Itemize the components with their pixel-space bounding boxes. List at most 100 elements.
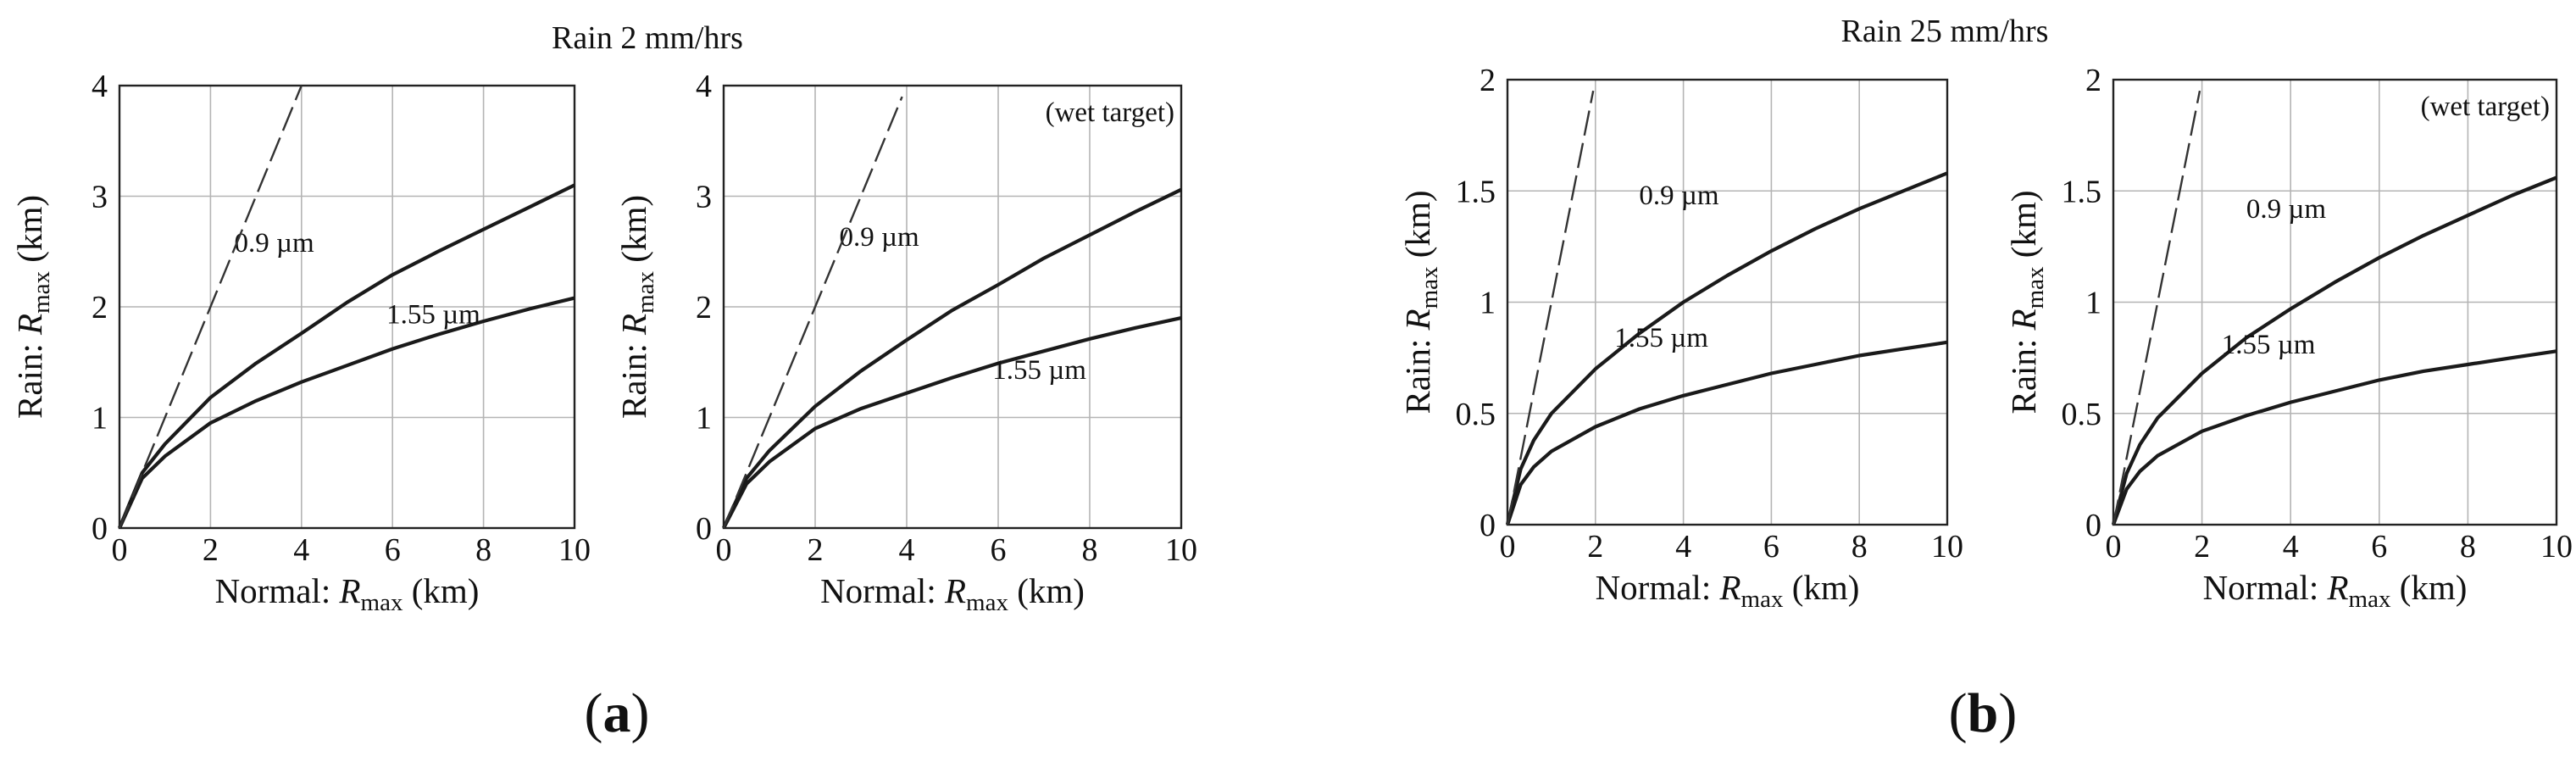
panel-1-y-axis-label: Rain: Rmax (km) xyxy=(10,195,55,419)
panel-3-ytick-0-5: 0.5 xyxy=(1456,397,1496,432)
panel-2-ytick-2: 2 xyxy=(696,290,712,325)
panel-2-xtick-2: 2 xyxy=(808,532,824,568)
panel-4-ytick-2: 2 xyxy=(2085,63,2101,98)
panel-1-plot-frame xyxy=(118,84,576,530)
panel-3-xtick-6: 6 xyxy=(1763,529,1779,565)
panel-4-series-1-55-m-line xyxy=(2112,349,2557,526)
panel-1-reference-dashed-line xyxy=(118,85,303,529)
panel-1-ytick-2: 2 xyxy=(92,290,108,325)
panel-4-x-axis-label: Normal: Rmax (km) xyxy=(2203,568,2468,613)
panel-3-y-axis-label-unit: (km) xyxy=(1398,190,1437,266)
panel-2-y-axis-label-sub: max xyxy=(632,270,659,313)
panel-1-y-axis-label-unit: (km) xyxy=(10,195,49,271)
panel-4-x-axis-label-var: R xyxy=(2326,568,2348,607)
panel-1-y-axis-label-var: R xyxy=(10,314,49,336)
panel-2-ytick-4: 4 xyxy=(696,69,712,104)
panel-1-xtick-2: 2 xyxy=(203,532,219,568)
caption-b-letter: b xyxy=(1968,682,1999,744)
panel-3-ytick-0: 0 xyxy=(1480,508,1496,543)
panel-1-ytick-1: 1 xyxy=(92,401,108,437)
panel-4-ytick-0: 0 xyxy=(2085,508,2101,543)
panel-1-series-1-55-m-label: 1.55 µm xyxy=(386,300,480,331)
panel-3-ytick-1: 1 xyxy=(1480,286,1496,321)
panel-4-x-axis-label-unit: (km) xyxy=(2390,568,2467,607)
panel-4-x-axis-label-prefix: Normal: xyxy=(2203,568,2328,607)
panel-4-y-axis-label-sub: max xyxy=(2022,266,2049,309)
panel-1-x-axis-label: Normal: Rmax (km) xyxy=(215,571,480,616)
caption-a: (a) xyxy=(585,682,650,744)
panel-3-xtick-10: 10 xyxy=(1931,529,1963,565)
panel-2-xtick-10: 10 xyxy=(1165,532,1197,568)
panel-3-x-axis-label-unit: (km) xyxy=(1783,568,1859,607)
panel-4-ytick-1-5: 1.5 xyxy=(2062,174,2102,209)
panel-2-xtick-6: 6 xyxy=(991,532,1007,568)
panel-3-plot-frame xyxy=(1506,78,1949,526)
panel-1-series-0-9-m-line xyxy=(118,183,575,529)
panel-1-xtick-4: 4 xyxy=(293,532,309,568)
caption-a-letter: a xyxy=(603,682,631,744)
panel-3-ytick-2: 2 xyxy=(1480,63,1496,98)
panel-3-x-axis-label-sub: max xyxy=(1741,586,1784,613)
panel-3-xtick-8: 8 xyxy=(1852,529,1868,565)
panel-4-x-axis-label-sub: max xyxy=(2349,586,2391,613)
panel-4-y-axis-label-var: R xyxy=(2004,309,2043,331)
caption-b-close-paren: ) xyxy=(1998,682,2017,744)
caption-a-close-paren: ) xyxy=(631,682,650,744)
panel-3-y-axis-label-prefix: Rain: xyxy=(1398,330,1437,414)
panel-4-ytick-0-5: 0.5 xyxy=(2062,397,2102,432)
caption-a-open-paren: ( xyxy=(585,682,603,744)
panel-1-y-axis-label-prefix: Rain: xyxy=(10,335,49,419)
panel-3-x-axis-label-prefix: Normal: xyxy=(1596,568,1720,607)
panel-2-xtick-8: 8 xyxy=(1082,532,1098,568)
panel-4-xtick-2: 2 xyxy=(2194,529,2210,565)
panel-4-xtick-6: 6 xyxy=(2371,529,2387,565)
panel-4-wet-target-note: (wet target) xyxy=(2421,92,2550,122)
panel-1-series-1-55-m-line xyxy=(118,296,575,529)
group-a-title: Rain 2 mm/hrs xyxy=(552,20,743,56)
panel-4-reference-dashed-line xyxy=(2112,90,2201,526)
panel-1-xtick-6: 6 xyxy=(385,532,401,568)
panel-2-y-axis-label-var: R xyxy=(614,314,653,336)
panel-4-xtick-10: 10 xyxy=(2540,529,2573,565)
panel-3-xtick-4: 4 xyxy=(1675,529,1691,565)
panel-2-x-axis-label-unit: (km) xyxy=(1008,571,1085,610)
panel-3-y-axis-label: Rain: Rmax (km) xyxy=(1398,190,1443,414)
panel-3-y-axis-label-sub: max xyxy=(1416,266,1443,309)
panel-2-ytick-3: 3 xyxy=(696,180,712,215)
panel-2-x-axis-label-sub: max xyxy=(966,589,1008,616)
panel-3-xtick-2: 2 xyxy=(1587,529,1603,565)
panel-2-y-axis-label: Rain: Rmax (km) xyxy=(614,195,659,419)
panel-2-y-axis-label-prefix: Rain: xyxy=(614,335,653,419)
panel-1-y-axis-label-sub: max xyxy=(28,270,55,313)
panel-3-xtick-0: 0 xyxy=(1500,529,1516,565)
panel-4-series-1-55-m-label: 1.55 µm xyxy=(2222,330,2316,360)
panel-1-x-axis-label-sub: max xyxy=(361,589,403,616)
panel-2-ytick-0: 0 xyxy=(696,511,712,547)
panel-3-reference-dashed-line xyxy=(1506,90,1595,526)
panel-4-xtick-0: 0 xyxy=(2106,529,2122,565)
panel-1-x-axis-label-var: R xyxy=(338,571,360,610)
panel-2-series-0-9-m-label: 0.9 µm xyxy=(840,222,920,253)
panel-1-ytick-0: 0 xyxy=(92,511,108,547)
panel-4-xtick-8: 8 xyxy=(2460,529,2476,565)
panel-2-series-1-55-m-line xyxy=(722,316,1182,529)
panel-2-x-axis-label: Normal: Rmax (km) xyxy=(820,571,1085,616)
panel-3-series-0-9-m-line xyxy=(1505,171,1948,526)
panel-1-series-0-9-m-label: 0.9 µm xyxy=(234,228,314,259)
panel-2-reference-dashed-line xyxy=(722,96,903,529)
panel-4-y-axis-label-unit: (km) xyxy=(2004,190,2043,266)
panel-1-xtick-10: 10 xyxy=(558,532,591,568)
panel-1-ytick-4: 4 xyxy=(92,69,108,104)
panel-1-x-axis-label-unit: (km) xyxy=(402,571,479,610)
panel-2-plot-frame xyxy=(722,84,1183,530)
panel-1-ytick-3: 3 xyxy=(92,180,108,215)
panel-4-plot-frame xyxy=(2112,78,2558,526)
panel-4-series-0-9-m-line xyxy=(2111,175,2557,526)
panel-3-series-1-55-m-line xyxy=(1506,340,1948,526)
panel-3-x-axis-label-var: R xyxy=(1718,568,1740,607)
